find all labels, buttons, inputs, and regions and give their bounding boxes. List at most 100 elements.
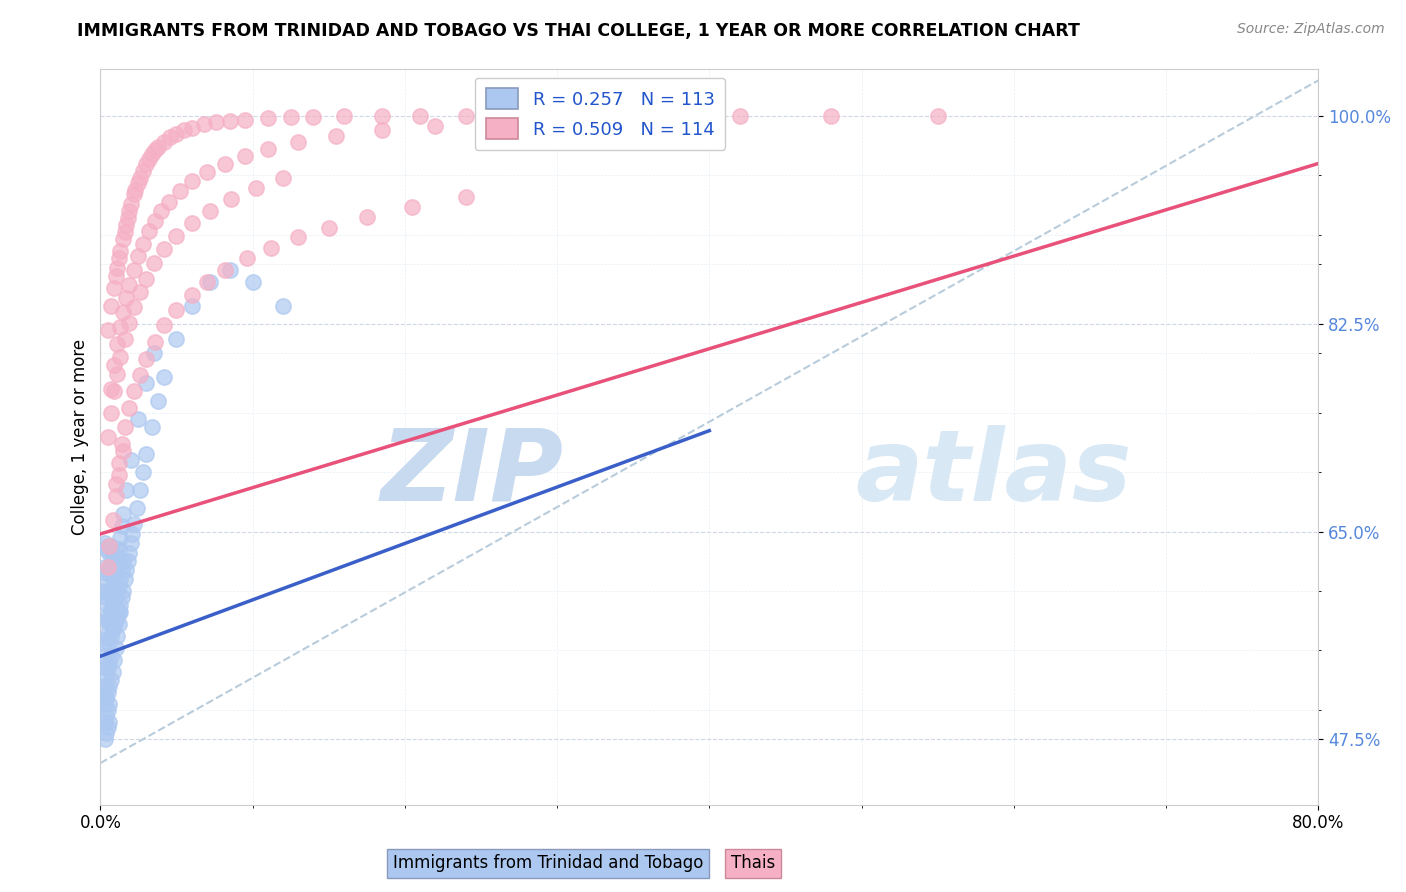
Point bbox=[112, 507, 135, 521]
Point bbox=[256, 112, 278, 126]
Point bbox=[576, 109, 599, 123]
Point bbox=[96, 726, 118, 740]
Point bbox=[214, 263, 236, 277]
Point bbox=[108, 605, 131, 619]
Point bbox=[97, 563, 120, 577]
Point bbox=[138, 152, 160, 166]
Point bbox=[143, 213, 166, 227]
Point bbox=[96, 637, 118, 651]
Point bbox=[101, 622, 124, 636]
Point bbox=[159, 130, 181, 145]
Point bbox=[927, 109, 949, 123]
Point bbox=[104, 566, 127, 581]
Point bbox=[94, 536, 117, 550]
Point bbox=[122, 300, 145, 314]
Point bbox=[120, 453, 142, 467]
Point bbox=[101, 596, 124, 610]
Point bbox=[153, 135, 176, 149]
Point bbox=[107, 456, 129, 470]
Point bbox=[166, 302, 188, 317]
Point bbox=[318, 220, 340, 235]
Point bbox=[728, 109, 751, 123]
Point bbox=[108, 320, 131, 334]
Point bbox=[115, 291, 138, 305]
Point bbox=[98, 679, 121, 693]
Point bbox=[135, 156, 157, 170]
Point bbox=[180, 299, 202, 313]
Point bbox=[100, 601, 122, 615]
Point bbox=[103, 653, 125, 667]
Point bbox=[98, 586, 121, 600]
Text: Immigrants from Trinidad and Tobago: Immigrants from Trinidad and Tobago bbox=[392, 855, 703, 872]
Point bbox=[105, 367, 128, 381]
Point bbox=[107, 605, 129, 619]
Point bbox=[94, 690, 117, 705]
Point bbox=[454, 109, 477, 123]
Point bbox=[103, 359, 125, 373]
Point bbox=[132, 465, 155, 479]
Point bbox=[122, 517, 145, 532]
Point bbox=[114, 332, 136, 346]
Point bbox=[118, 546, 141, 560]
Point bbox=[142, 256, 165, 270]
Point bbox=[153, 370, 176, 384]
Point bbox=[101, 550, 124, 565]
Point bbox=[108, 572, 131, 586]
Point bbox=[97, 661, 120, 675]
Point bbox=[153, 318, 176, 332]
Point bbox=[108, 350, 131, 364]
Point bbox=[94, 560, 117, 574]
Point bbox=[94, 679, 117, 693]
Point bbox=[401, 201, 423, 215]
Point bbox=[118, 277, 141, 292]
Point bbox=[219, 192, 242, 206]
Point bbox=[129, 483, 152, 497]
Point bbox=[94, 732, 117, 747]
Point bbox=[112, 443, 135, 458]
Point bbox=[100, 563, 122, 577]
Point bbox=[105, 260, 128, 275]
Point bbox=[371, 109, 394, 123]
Point bbox=[143, 144, 166, 158]
Point bbox=[135, 352, 157, 367]
Point bbox=[205, 115, 228, 129]
Point bbox=[652, 109, 675, 123]
Point bbox=[112, 305, 135, 319]
Point bbox=[97, 632, 120, 646]
Point bbox=[118, 401, 141, 416]
Text: Source: ZipAtlas.com: Source: ZipAtlas.com bbox=[1237, 22, 1385, 37]
Point bbox=[101, 572, 124, 586]
Point bbox=[104, 477, 127, 491]
Point bbox=[115, 563, 138, 577]
Text: atlas: atlas bbox=[855, 425, 1132, 522]
Point bbox=[356, 210, 378, 224]
Point bbox=[105, 337, 128, 351]
Point bbox=[103, 549, 125, 563]
Point bbox=[214, 156, 236, 170]
Point bbox=[96, 690, 118, 705]
Point bbox=[100, 605, 122, 619]
Point bbox=[325, 129, 347, 144]
Point bbox=[180, 288, 202, 302]
Point bbox=[96, 690, 118, 705]
Point bbox=[138, 224, 160, 238]
Point bbox=[121, 527, 143, 541]
Point bbox=[125, 500, 148, 515]
Point bbox=[271, 299, 294, 313]
Point bbox=[148, 140, 170, 154]
Point bbox=[111, 563, 134, 577]
Point bbox=[280, 110, 302, 124]
Point bbox=[100, 382, 122, 396]
Point bbox=[96, 708, 118, 723]
Point bbox=[135, 271, 157, 285]
Point bbox=[97, 685, 120, 699]
Point bbox=[115, 219, 138, 233]
Point bbox=[129, 368, 152, 382]
Point bbox=[97, 584, 120, 599]
Point bbox=[103, 593, 125, 607]
Legend: R = 0.257   N = 113, R = 0.509   N = 114: R = 0.257 N = 113, R = 0.509 N = 114 bbox=[475, 78, 725, 150]
Point bbox=[153, 242, 176, 256]
Point bbox=[118, 204, 141, 219]
Point bbox=[98, 614, 121, 628]
Point bbox=[107, 252, 129, 266]
